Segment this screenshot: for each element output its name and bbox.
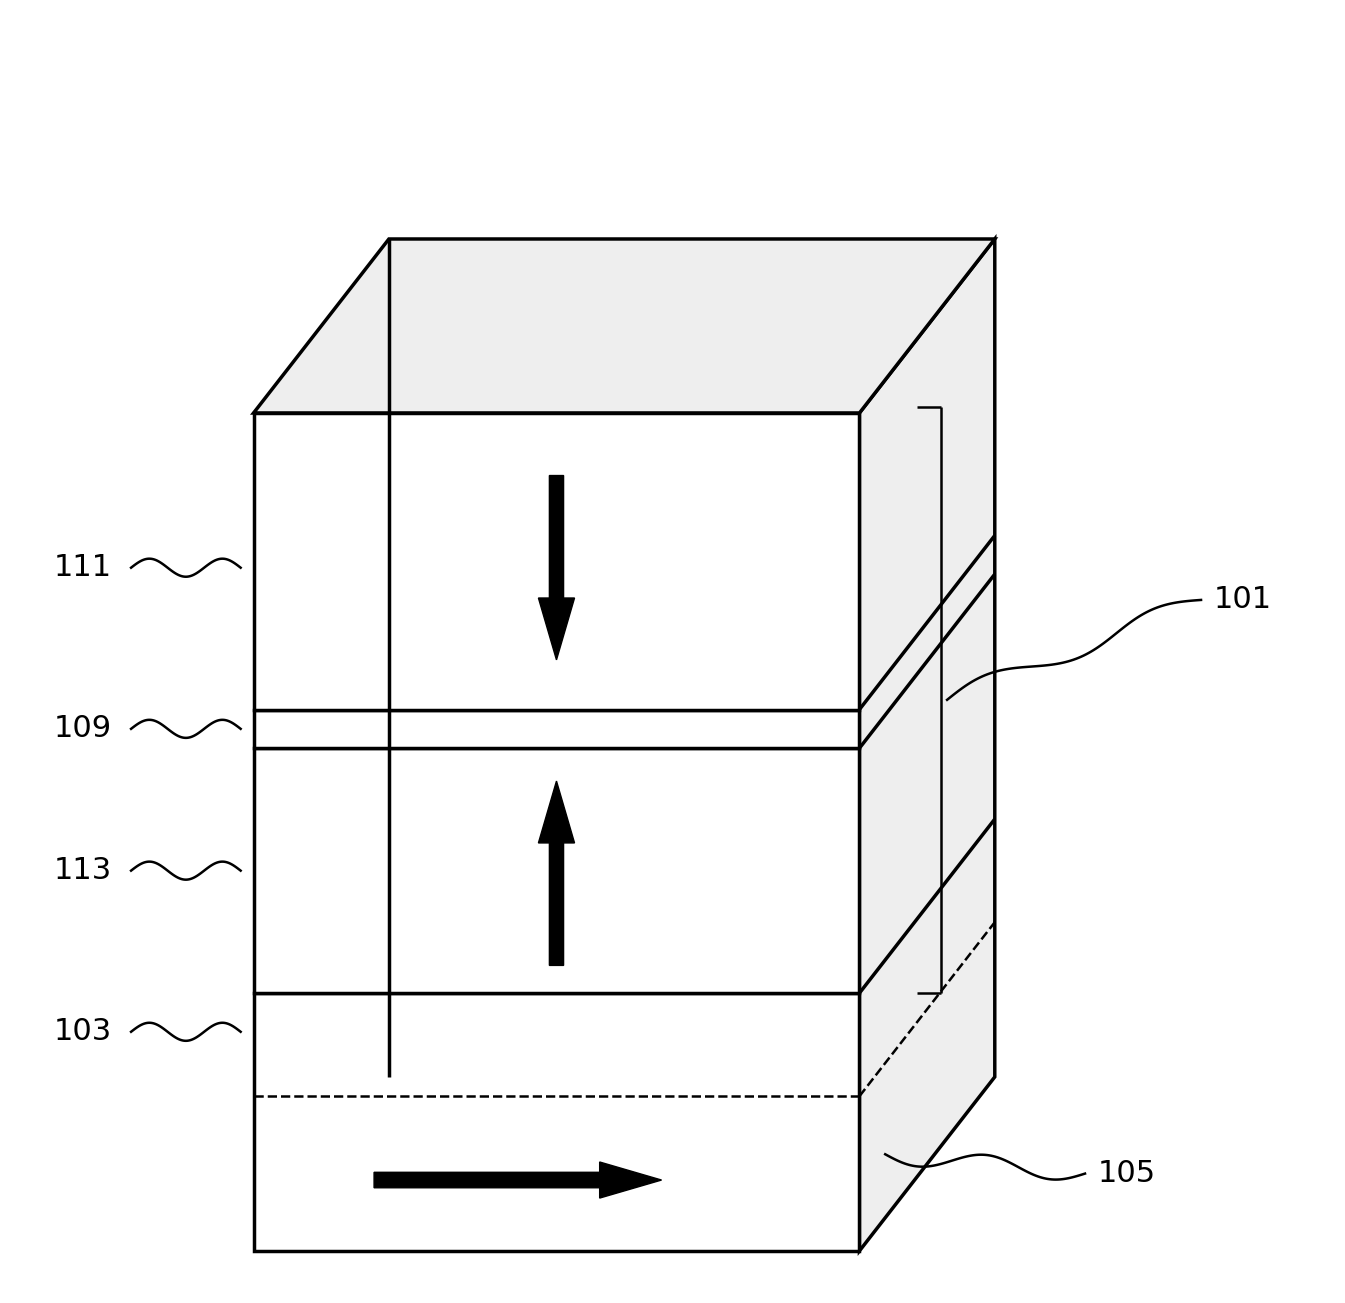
Polygon shape [254,238,995,413]
Text: 101: 101 [1215,585,1272,615]
Polygon shape [254,993,859,1251]
Polygon shape [254,413,859,710]
Text: 113: 113 [54,856,112,885]
Text: 105: 105 [1098,1160,1157,1188]
FancyArrow shape [538,476,574,659]
Text: 109: 109 [54,714,112,743]
Text: 111: 111 [54,554,112,582]
FancyArrow shape [374,1162,662,1197]
FancyArrow shape [538,780,574,966]
Polygon shape [254,748,859,993]
Polygon shape [254,710,859,748]
Text: 103: 103 [54,1018,112,1046]
Polygon shape [859,238,995,1251]
